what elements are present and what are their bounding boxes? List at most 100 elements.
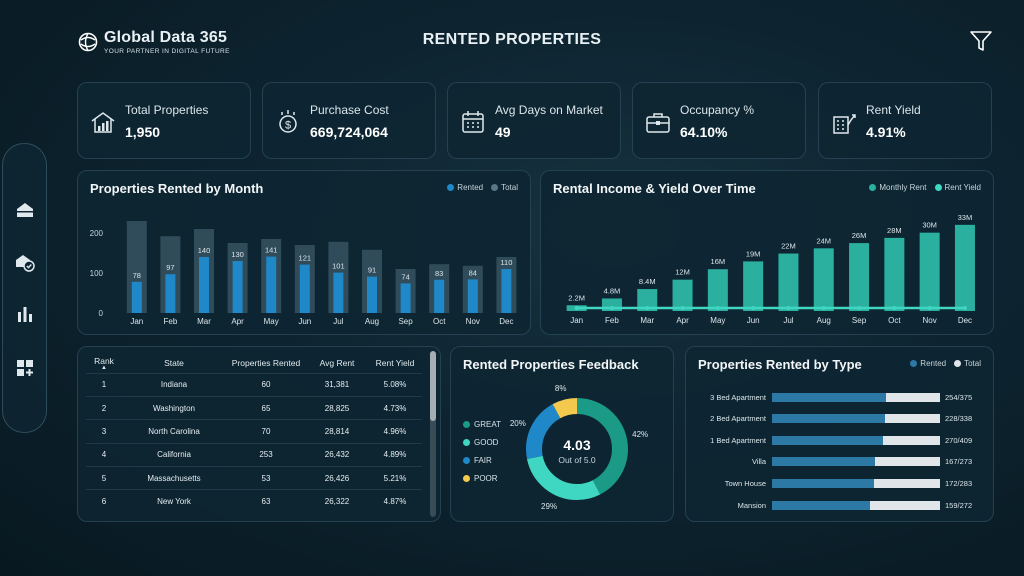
bar-rented[interactable] (501, 269, 512, 313)
bar-monthly-rent[interactable] (954, 224, 975, 311)
sidebar-item-home[interactable] (15, 200, 35, 220)
y-tick-label: 200 (90, 229, 104, 238)
legend-item-good[interactable]: GOOD (463, 433, 501, 451)
table-row[interactable]: 6 New York 63 26,322 4.87% (86, 489, 422, 514)
rent-yield-point[interactable] (751, 306, 756, 310)
bar-monthly-rent[interactable] (813, 248, 834, 311)
bar-total[interactable] (772, 435, 940, 445)
state-table-panel: Rank ▲ State Properties Rented Avg Rent R… (77, 346, 441, 522)
bar-rented[interactable] (400, 283, 411, 313)
bar-rented[interactable] (333, 272, 344, 313)
bar-monthly-rent[interactable] (743, 261, 764, 311)
type-row[interactable]: 3 Bed Apartment 254/375 (694, 391, 972, 403)
legend-item-total[interactable]: Total (491, 183, 518, 192)
legend-item-monthly-rent[interactable]: Monthly Rent (869, 183, 927, 192)
bar-rented[interactable] (434, 279, 445, 313)
bar-total[interactable] (772, 478, 940, 488)
bar-rented[interactable] (266, 256, 277, 313)
bar-rented[interactable] (299, 264, 310, 313)
chart-legend: Rented Total (447, 183, 518, 192)
bar-rented[interactable] (772, 500, 871, 510)
bar-rented[interactable] (467, 279, 478, 313)
column-header-properties-rented[interactable]: Properties Rented (231, 357, 301, 368)
bar-rented[interactable] (367, 276, 377, 313)
donut-slice-good[interactable] (526, 398, 628, 500)
rent-yield-point[interactable] (892, 306, 897, 310)
type-row[interactable]: Villa 167/273 (694, 456, 972, 468)
rent-yield-point[interactable] (715, 306, 720, 310)
legend-item-great[interactable]: GREAT (463, 415, 501, 433)
donut-slice-fair[interactable] (526, 398, 628, 500)
legend-item-rented[interactable]: Rented (910, 359, 946, 368)
rent-yield-point[interactable] (574, 306, 579, 310)
bar-total[interactable] (772, 500, 940, 510)
legend-item-rent-yield[interactable]: Rent Yield (934, 183, 981, 192)
rent-yield-point[interactable] (609, 306, 614, 310)
kpi-label: Purchase Cost (310, 103, 389, 117)
x-tick-label: Sep (398, 317, 413, 326)
rent-yield-point[interactable] (680, 306, 685, 310)
bar-monthly-rent[interactable] (884, 237, 905, 311)
rent-yield-point[interactable] (927, 306, 932, 310)
bar-monthly-rent[interactable] (849, 243, 870, 311)
table-cell: 4 (86, 442, 122, 467)
data-label: 101 (332, 262, 345, 271)
scrollbar-thumb[interactable] (430, 351, 436, 421)
rent-yield-point[interactable] (645, 306, 650, 310)
kpi-value: 1,950 (125, 124, 161, 140)
table-row[interactable]: 4 California 253 26,432 4.89% (86, 442, 422, 467)
legend-item-fair[interactable]: FAIR (463, 451, 501, 469)
table-cell: New York (122, 489, 226, 514)
table-cell: 1 (86, 372, 122, 397)
bar-monthly-rent[interactable] (637, 289, 658, 311)
x-tick-label: Mar (197, 317, 211, 326)
bar-rented[interactable] (772, 392, 886, 402)
legend-item-rented[interactable]: Rented (447, 183, 483, 192)
type-row[interactable]: 1 Bed Apartment 270/409 (694, 434, 972, 446)
table-row[interactable]: 5 Massachusetts 53 26,426 5.21% (86, 466, 422, 490)
sidebar-item-properties[interactable] (15, 252, 35, 272)
rent-yield-point[interactable] (786, 306, 791, 310)
column-header-rent-yield[interactable]: Rent Yield (375, 357, 415, 368)
type-row[interactable]: Mansion 159/272 (694, 499, 972, 511)
rent-yield-point[interactable] (821, 306, 826, 310)
table-cell: 28,825 (306, 395, 368, 420)
legend-item-poor[interactable]: POOR (463, 469, 501, 487)
legend-item-total[interactable]: Total (954, 359, 981, 368)
table-cell: 2 (86, 395, 122, 420)
rent-yield-point[interactable] (962, 306, 967, 310)
bar-monthly-rent[interactable] (778, 253, 799, 311)
column-header-state[interactable]: State (164, 357, 184, 368)
donut-slice-poor[interactable] (526, 398, 628, 500)
bar-rented[interactable] (232, 261, 243, 313)
x-tick-label: Jan (130, 317, 143, 326)
bar-rented[interactable] (199, 257, 209, 313)
bar-total[interactable] (772, 414, 940, 424)
bar-rented[interactable] (772, 414, 886, 424)
table-scrollbar[interactable] (430, 351, 436, 517)
bar-rented[interactable] (772, 435, 883, 445)
table-row[interactable]: 1 Indiana 60 31,381 5.08% (86, 372, 422, 397)
type-row[interactable]: Town House 172/283 (694, 477, 972, 489)
filter-button[interactable] (968, 28, 994, 54)
bar-rented[interactable] (772, 457, 875, 467)
table-row[interactable]: 2 Washington 65 28,825 4.73% (86, 395, 422, 420)
data-label: 33M (958, 213, 973, 222)
type-row[interactable]: 2 Bed Apartment 228/338 (694, 413, 972, 425)
bar-total[interactable] (772, 457, 940, 467)
sidebar-item-add-widget[interactable] (15, 358, 35, 378)
bar-rented[interactable] (131, 281, 142, 313)
bar-rented[interactable] (165, 274, 176, 313)
column-header-avg-rent[interactable]: Avg Rent (319, 357, 355, 368)
bar-rented[interactable] (772, 478, 875, 488)
table-cell: 4.73% (368, 395, 422, 420)
table-row[interactable]: 3 North Carolina 70 28,814 4.96% (86, 419, 422, 444)
column-header-rank[interactable]: Rank ▲ (94, 355, 114, 371)
rent-yield-point[interactable] (857, 306, 862, 310)
bar-monthly-rent[interactable] (919, 232, 940, 311)
bar-monthly-rent[interactable] (707, 269, 728, 311)
bar-total[interactable] (772, 392, 940, 402)
x-tick-label: Sep (852, 316, 867, 325)
bar-monthly-rent[interactable] (672, 279, 693, 311)
sidebar-item-analytics[interactable] (15, 304, 35, 324)
